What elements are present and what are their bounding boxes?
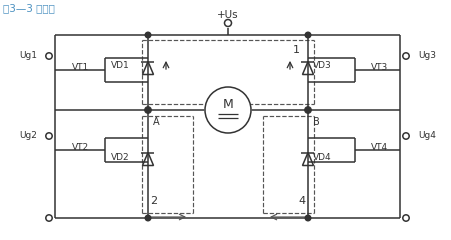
Circle shape xyxy=(401,52,409,60)
Text: VD3: VD3 xyxy=(312,61,331,71)
Text: 4: 4 xyxy=(298,196,305,206)
Circle shape xyxy=(45,52,53,60)
Text: VT3: VT3 xyxy=(370,62,387,72)
Text: VT1: VT1 xyxy=(72,62,89,72)
Text: 1: 1 xyxy=(292,45,299,55)
Circle shape xyxy=(45,132,53,140)
Circle shape xyxy=(401,214,409,222)
Text: VT2: VT2 xyxy=(72,143,89,151)
Text: Ug1: Ug1 xyxy=(19,52,37,60)
Text: Ug2: Ug2 xyxy=(19,132,37,140)
Text: VT4: VT4 xyxy=(370,143,387,151)
Circle shape xyxy=(205,87,250,133)
Text: VD1: VD1 xyxy=(111,61,130,71)
Text: 2: 2 xyxy=(150,196,157,206)
Circle shape xyxy=(304,215,310,221)
Text: VD4: VD4 xyxy=(312,152,331,162)
Circle shape xyxy=(144,107,151,113)
Text: VD2: VD2 xyxy=(111,152,130,162)
Circle shape xyxy=(223,19,232,27)
Circle shape xyxy=(145,32,151,38)
Circle shape xyxy=(401,132,409,140)
Text: A: A xyxy=(152,117,159,127)
Circle shape xyxy=(304,32,310,38)
Text: +Us: +Us xyxy=(217,10,238,20)
Text: M: M xyxy=(222,97,233,110)
Text: 图3—3 如示。: 图3—3 如示。 xyxy=(3,3,55,13)
Circle shape xyxy=(145,215,151,221)
Text: Ug4: Ug4 xyxy=(417,132,435,140)
Text: Ug3: Ug3 xyxy=(417,52,435,60)
Circle shape xyxy=(304,107,310,113)
Text: B: B xyxy=(312,117,319,127)
Circle shape xyxy=(45,214,53,222)
